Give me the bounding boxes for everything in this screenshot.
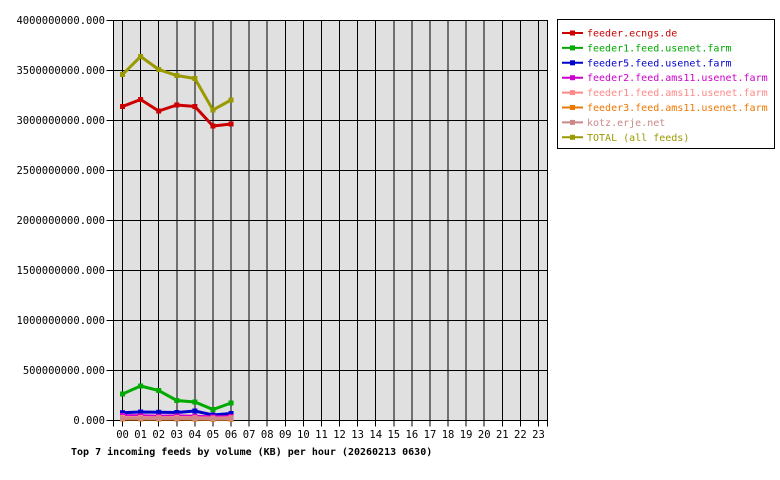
legend: feeder.ecngs.de feeder1.feed.usenet.farm f… [557,19,775,149]
x-tick-label: 14 [369,429,382,441]
x-tick-label: 22 [514,429,527,441]
legend-label: feeder.ecngs.de [587,29,677,40]
x-tick-label: 16 [406,429,419,441]
x-axis-labels: 00 01 02 03 04 05 06 07 08 09 10 11 12 13 14 15 16 17 18 19… [116,429,545,441]
legend-label: kotz.erje.net [587,118,665,129]
y-tick-label: 1500000000.000 [16,265,105,277]
series-points [120,383,234,412]
legend-swatch-point [570,45,575,51]
x-tick-label: 18 [442,429,455,441]
x-tick-label: 17 [424,429,437,441]
axis-ticks [106,20,548,427]
y-tick-label: 3000000000.000 [16,115,105,127]
x-tick-label: 21 [496,429,509,441]
legend-swatch-point [570,119,575,125]
x-tick-label: 11 [315,429,328,441]
y-tick-label: 3500000000.000 [16,65,105,77]
chart-title: Top 7 incoming feeds by volume (KB) per … [71,446,432,458]
y-tick-label: 500000000.000 [23,365,105,377]
series-points [120,54,234,113]
gridlines [113,20,548,421]
legend-box [557,19,775,149]
x-tick-label: 13 [351,429,364,441]
x-tick-label: 06 [225,429,238,441]
legend-label: feeder2.feed.ams11.usenet.farm [587,73,768,84]
series-points [120,415,234,422]
x-tick-label: 20 [478,429,491,441]
x-tick-label: 04 [189,429,202,441]
x-tick-label: 07 [243,429,256,441]
x-tick-label: 03 [170,429,183,441]
legend-swatch-point [570,134,575,140]
legend-label: TOTAL (all feeds) [587,133,689,144]
y-tick-label: 4000000000.000 [16,15,105,27]
x-tick-label: 10 [297,429,310,441]
legend-label: feeder1.feed.ams11.usenet.farm [587,88,768,99]
y-tick-label: 2000000000.000 [16,215,105,227]
x-tick-label: 08 [261,429,274,441]
x-tick-label: 09 [279,429,292,441]
legend-swatch-point [570,105,575,110]
x-tick-label: 19 [460,429,473,441]
y-axis-labels: 0.000 500000000.000 1000000000.000 15000000… [16,15,105,427]
x-tick-label: 23 [532,429,545,441]
series-points [120,97,234,129]
x-tick-label: 01 [134,429,147,441]
x-tick-label: 05 [207,429,220,441]
legend-swatch-point [570,75,575,81]
y-tick-label: 0.000 [73,415,105,427]
legend-swatch-point [570,90,575,96]
x-tick-label: 02 [152,429,165,441]
x-tick-label: 00 [116,429,129,441]
legend-label: feeder5.feed.usenet.farm [587,58,732,69]
legend-swatch-point [570,60,575,66]
y-tick-label: 2500000000.000 [16,165,105,177]
x-tick-label: 15 [387,429,400,441]
y-tick-label: 1000000000.000 [16,315,105,327]
legend-swatch-point [570,30,575,36]
legend-label: feeder3.feed.ams11.usenet.farm [587,103,768,114]
x-tick-label: 12 [333,429,346,441]
legend-label: feeder1.feed.usenet.farm [587,43,732,54]
